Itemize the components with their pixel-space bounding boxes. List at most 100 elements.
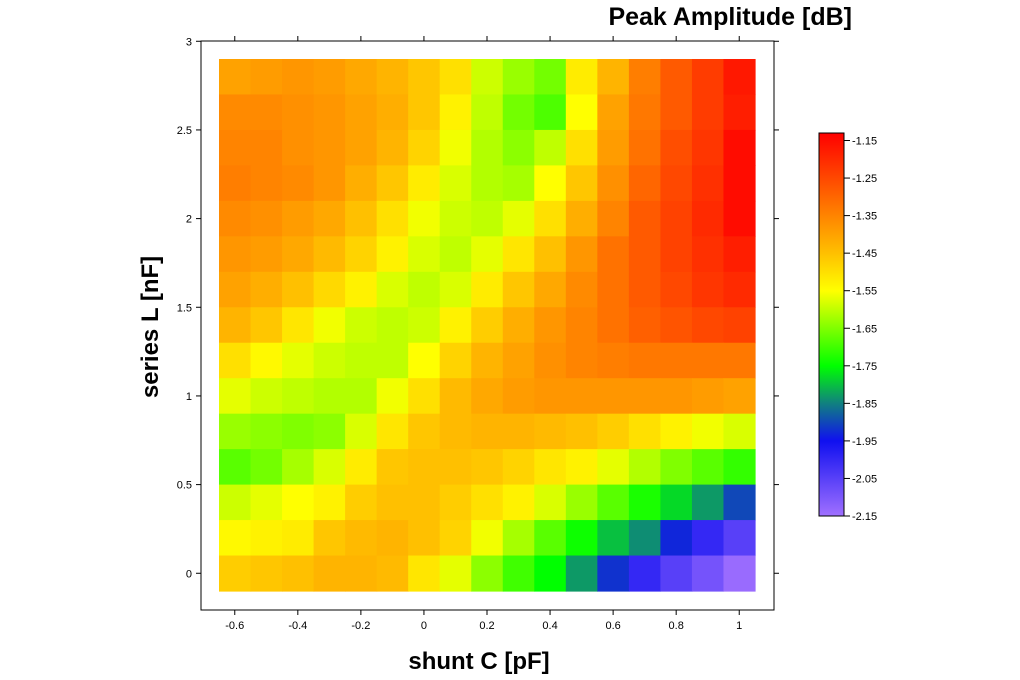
heatmap-cell [565, 271, 598, 308]
heatmap-cell [439, 484, 472, 521]
heatmap-cell [408, 413, 441, 450]
heatmap-cell [628, 449, 662, 486]
heatmap-cell [282, 520, 315, 557]
heatmap-cell [219, 236, 252, 273]
heatmap-cell [628, 59, 662, 96]
heatmap-cell [219, 342, 252, 379]
heatmap-cell [502, 449, 535, 486]
heatmap-cell [471, 165, 504, 202]
heatmap-cell [723, 449, 756, 486]
heatmap-cell [597, 555, 630, 592]
heatmap-cell [660, 271, 693, 308]
heatmap-cell [282, 449, 315, 486]
heatmap-cell [691, 449, 725, 486]
heatmap-cell [282, 342, 315, 379]
heatmap-cell [502, 236, 535, 273]
heatmap-cell [250, 555, 283, 592]
heatmap-cell [660, 555, 693, 592]
heatmap-cell [376, 200, 409, 237]
heatmap-cell [565, 129, 598, 166]
heatmap-cell [408, 129, 441, 166]
heatmap-cell [660, 200, 693, 237]
heatmap-cell [282, 307, 315, 344]
colorbar [818, 132, 845, 517]
heatmap-cell [345, 484, 378, 521]
heatmap-cell [282, 555, 315, 592]
heatmap-cell [534, 413, 567, 450]
x-tick-label: 0.8 [669, 620, 684, 632]
heatmap-cell [628, 484, 662, 521]
heatmap-cell [313, 342, 346, 379]
heatmap-cell [565, 484, 598, 521]
heatmap-cell [597, 236, 630, 273]
heatmap-cell [376, 413, 409, 450]
heatmap-cell [691, 342, 725, 379]
heatmap-cell [250, 484, 283, 521]
heatmap-cell [439, 200, 472, 237]
heatmap-cell [282, 236, 315, 273]
x-tick-label: -0.2 [351, 620, 370, 632]
heatmap-cell [565, 200, 598, 237]
heatmap-cell [691, 378, 725, 415]
chart-title: Peak Amplitude [dB] [608, 3, 852, 31]
heatmap-cell [313, 555, 346, 592]
heatmap-cell [723, 342, 756, 379]
heatmap-cell [376, 59, 409, 96]
heatmap-cell [471, 307, 504, 344]
x-tick-label: 1 [736, 620, 742, 632]
heatmap-cell [250, 342, 283, 379]
heatmap-cell [723, 307, 756, 344]
heatmap-cell [565, 378, 598, 415]
heatmap-cell [219, 94, 252, 131]
heatmap-cell [313, 129, 346, 166]
heatmap-cell [345, 94, 378, 131]
heatmap-cell [660, 59, 693, 96]
heatmap-cell [439, 342, 472, 379]
heatmap-cell [723, 271, 756, 308]
heatmap-cell [345, 307, 378, 344]
heatmap-cell [345, 236, 378, 273]
heatmap-cell [408, 520, 441, 557]
heatmap-cell [345, 413, 378, 450]
heatmap-cell [628, 378, 662, 415]
heatmap-cell [723, 555, 756, 592]
colorbar-tick-label: -1.55 [852, 286, 877, 298]
colorbar-tick-label: -2.05 [852, 473, 877, 485]
heatmap-cell [597, 200, 630, 237]
heatmap-cell [471, 94, 504, 131]
heatmap-cell [219, 129, 252, 166]
heatmap-cell [439, 271, 472, 308]
heatmap-cell [219, 59, 252, 96]
heatmap-cell [345, 271, 378, 308]
heatmap-cell [597, 165, 630, 202]
heatmap-cell [313, 200, 346, 237]
heatmap-cell [313, 59, 346, 96]
heatmap-cell [408, 342, 441, 379]
x-tick-label: -0.4 [288, 620, 307, 632]
colorbar-tick-label: -1.35 [852, 211, 877, 223]
colorbar-tick-label: -1.75 [852, 361, 877, 373]
heatmap-cell [534, 59, 567, 96]
heatmap-cell [534, 449, 567, 486]
heatmap-cell [345, 129, 378, 166]
heatmap-cell [313, 307, 346, 344]
heatmap-cell [723, 165, 756, 202]
y-tick-label: 3 [186, 36, 192, 48]
heatmap-cell [691, 200, 725, 237]
colorbar-tick-label: -1.45 [852, 248, 877, 260]
heatmap-cell [439, 59, 472, 96]
heatmap-cell [534, 129, 567, 166]
heatmap-cell [691, 555, 725, 592]
heatmap-cell [439, 307, 472, 344]
heatmap-cell [250, 94, 283, 131]
heatmap-cell [502, 378, 535, 415]
heatmap-cell [597, 307, 630, 344]
heatmap-cell [660, 342, 693, 379]
heatmap-cell [471, 378, 504, 415]
heatmap-cell [439, 236, 472, 273]
heatmap-cell [408, 271, 441, 308]
heatmap-cell [597, 94, 630, 131]
heatmap-cell [282, 165, 315, 202]
heatmap-cell [597, 413, 630, 450]
